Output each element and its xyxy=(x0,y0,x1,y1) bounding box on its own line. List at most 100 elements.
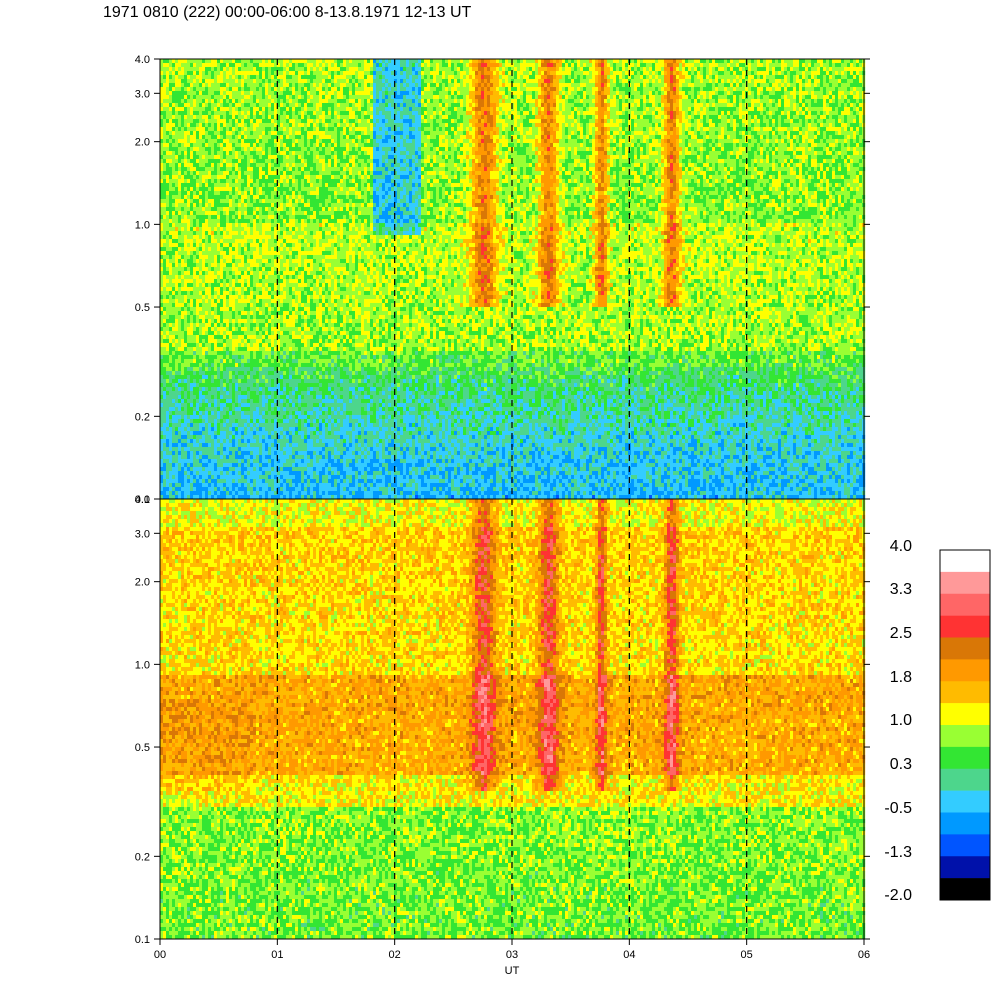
heatmap-cell xyxy=(199,247,202,251)
heatmap-cell xyxy=(163,443,166,447)
heatmap-cell xyxy=(217,239,220,243)
heatmap-cell xyxy=(217,307,220,311)
heatmap-cell xyxy=(232,151,235,155)
heatmap-cell xyxy=(226,83,229,87)
heatmap-cell xyxy=(166,187,169,191)
heatmap-cell xyxy=(187,355,190,359)
heatmap-cell xyxy=(202,347,205,351)
heatmap-cell xyxy=(181,323,184,327)
heatmap-cell xyxy=(229,107,232,111)
heatmap-cell xyxy=(190,391,193,395)
heatmap-cell xyxy=(163,339,166,343)
heatmap-cell xyxy=(214,351,217,355)
heatmap-cell xyxy=(211,91,214,95)
heatmap-cell xyxy=(190,159,193,163)
heatmap-cell xyxy=(220,419,223,423)
heatmap-cell xyxy=(178,351,181,355)
heatmap-cell xyxy=(220,123,223,127)
heatmap-cell xyxy=(175,87,178,91)
heatmap-cell xyxy=(181,335,184,339)
heatmap-cell xyxy=(184,367,187,371)
heatmap-cell xyxy=(205,351,208,355)
heatmap-cell xyxy=(217,283,220,287)
heatmap-cell xyxy=(163,59,166,63)
heatmap-cell xyxy=(181,339,184,343)
heatmap-cell xyxy=(166,351,169,355)
heatmap-cell xyxy=(169,59,172,63)
heatmap-cell xyxy=(223,179,226,183)
heatmap-cell xyxy=(217,119,220,123)
heatmap-cell xyxy=(214,255,217,259)
heatmap-cell xyxy=(226,355,229,359)
heatmap-cell xyxy=(163,347,166,351)
heatmap-cell xyxy=(202,363,205,367)
heatmap-cell xyxy=(217,187,220,191)
heatmap-cell xyxy=(166,139,169,143)
heatmap-cell xyxy=(220,311,223,315)
heatmap-cell xyxy=(175,275,178,279)
heatmap-cell xyxy=(205,143,208,147)
heatmap-cell xyxy=(196,163,199,167)
heatmap-cell xyxy=(205,479,208,483)
heatmap-cell xyxy=(205,427,208,431)
heatmap-cell xyxy=(232,179,235,183)
heatmap-cell xyxy=(175,171,178,175)
heatmap-cell xyxy=(235,479,238,483)
heatmap-cell xyxy=(196,171,199,175)
heatmap-cell xyxy=(187,435,190,439)
heatmap-cell xyxy=(220,271,223,275)
heatmap-cell xyxy=(205,403,208,407)
heatmap-cell xyxy=(226,211,229,215)
heatmap-cell xyxy=(172,355,175,359)
heatmap-cell xyxy=(220,111,223,115)
heatmap-cell xyxy=(226,155,229,159)
heatmap-cell xyxy=(163,467,166,471)
heatmap-cell xyxy=(199,83,202,87)
heatmap-cell xyxy=(235,239,238,243)
heatmap-cell xyxy=(214,315,217,319)
heatmap-cell xyxy=(175,163,178,167)
heatmap-cell xyxy=(196,255,199,259)
heatmap-cell xyxy=(163,479,166,483)
heatmap-cell xyxy=(169,171,172,175)
heatmap-cell xyxy=(217,135,220,139)
heatmap-cell xyxy=(172,183,175,187)
heatmap-cell xyxy=(238,219,241,223)
heatmap-cell xyxy=(181,183,184,187)
heatmap-cell xyxy=(232,159,235,163)
heatmap-cell xyxy=(211,211,214,215)
heatmap-cell xyxy=(166,151,169,155)
heatmap-cell xyxy=(199,163,202,167)
heatmap-cell xyxy=(235,275,238,279)
heatmap-cell xyxy=(235,195,238,199)
heatmap-cell xyxy=(178,479,181,483)
heatmap-cell xyxy=(163,459,166,463)
heatmap-cell xyxy=(190,59,193,63)
heatmap-cell xyxy=(184,295,187,299)
heatmap-cell xyxy=(172,271,175,275)
heatmap-cell xyxy=(208,299,211,303)
heatmap-cell xyxy=(178,419,181,423)
heatmap-cell xyxy=(232,375,235,379)
heatmap-cell xyxy=(238,399,241,403)
heatmap-cell xyxy=(181,259,184,263)
heatmap-cell xyxy=(172,335,175,339)
heatmap-cell xyxy=(178,311,181,315)
heatmap-cell xyxy=(178,387,181,391)
heatmap-cell xyxy=(208,287,211,291)
heatmap-cell xyxy=(163,319,166,323)
heatmap-cell xyxy=(190,75,193,79)
heatmap-cell xyxy=(211,391,214,395)
heatmap-cell xyxy=(199,151,202,155)
heatmap-cell xyxy=(199,443,202,447)
heatmap-cell xyxy=(163,199,166,203)
heatmap-cell xyxy=(166,339,169,343)
heatmap-cell xyxy=(181,391,184,395)
heatmap-cell xyxy=(235,135,238,139)
heatmap-cell xyxy=(217,271,220,275)
heatmap-cell xyxy=(217,391,220,395)
heatmap-cell xyxy=(223,351,226,355)
heatmap-cell xyxy=(226,375,229,379)
heatmap-cell xyxy=(238,107,241,111)
heatmap-cell xyxy=(166,403,169,407)
